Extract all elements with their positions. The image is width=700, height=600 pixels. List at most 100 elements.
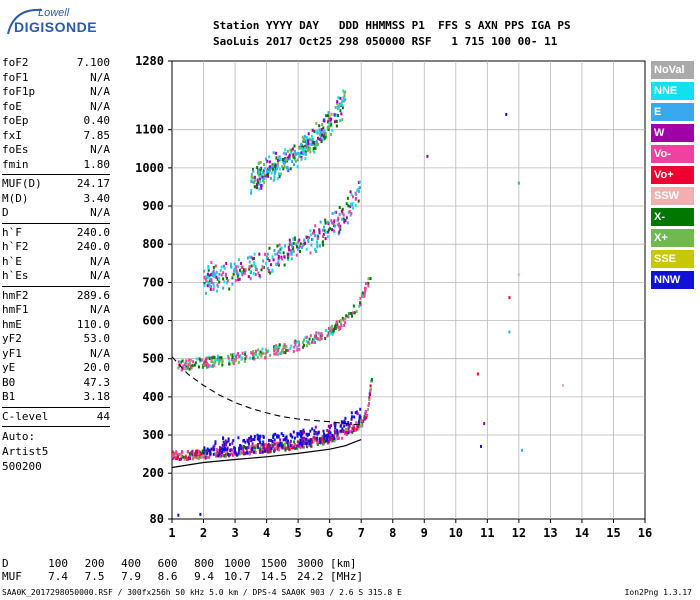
- trace-point: [279, 247, 282, 251]
- trace-point: [211, 271, 214, 275]
- trace-point: [212, 282, 215, 286]
- trace-point: [284, 244, 287, 248]
- trace-point: [355, 309, 358, 313]
- trace-point: [274, 151, 277, 155]
- trace-point: [309, 251, 312, 255]
- trace-point: [290, 242, 293, 246]
- trace-point: [278, 448, 281, 452]
- x-tick-label: 16: [638, 526, 652, 540]
- trace-point: [244, 451, 247, 455]
- trace-point: [310, 243, 313, 247]
- trace-point: [174, 455, 177, 459]
- trace-point: [258, 175, 261, 179]
- param-row: fxI 7.85: [2, 129, 110, 144]
- param-row: foEp 0.40: [2, 114, 110, 129]
- trace-point: [267, 166, 270, 170]
- trace-point: [334, 431, 337, 435]
- trace-point: [280, 441, 283, 445]
- trace-point: [300, 147, 303, 151]
- trace-point: [313, 429, 316, 433]
- param-row: h`F2 240.0: [2, 240, 110, 255]
- table-cell: 1500: [260, 557, 288, 570]
- trace-point: [226, 447, 229, 451]
- trace-point: [254, 185, 257, 189]
- trace-point: [181, 367, 184, 371]
- trace-point: [315, 336, 318, 340]
- trace-point: [331, 128, 334, 132]
- scatter-point: [521, 448, 524, 452]
- trace-point: [322, 429, 325, 433]
- trace-point: [345, 423, 348, 427]
- trace-point: [358, 416, 361, 420]
- trace-point: [331, 331, 334, 335]
- trace-point: [308, 432, 311, 436]
- trace-point: [240, 446, 243, 450]
- y-tick-label: 80: [150, 512, 164, 526]
- trace-point: [264, 252, 267, 256]
- param-row: hmF2 289.6: [2, 289, 110, 304]
- trace-point: [343, 94, 346, 98]
- param-row: foEs N/A: [2, 143, 110, 158]
- trace-point: [340, 429, 343, 433]
- param-row: foF2 7.100: [2, 56, 110, 71]
- trace-point: [185, 367, 188, 371]
- table-cell: 7.4: [48, 570, 68, 583]
- trace-point: [333, 422, 336, 426]
- param-value: N/A: [90, 269, 110, 282]
- trace-point: [219, 448, 222, 452]
- legend-item-e: E: [651, 103, 694, 121]
- scatter-point: [177, 513, 180, 517]
- trace-point: [235, 271, 238, 275]
- trace-point: [336, 433, 339, 437]
- trace-point: [335, 113, 338, 117]
- trace-point: [248, 260, 251, 264]
- trace-point: [285, 437, 288, 441]
- y-tick-label: 1100: [135, 123, 164, 137]
- trace-point: [203, 282, 206, 286]
- trace-point: [268, 268, 271, 272]
- trace-point: [264, 443, 267, 447]
- trace-point: [267, 447, 270, 451]
- trace-point: [212, 272, 215, 276]
- x-tick-label: 10: [449, 526, 463, 540]
- trace-point: [257, 348, 260, 352]
- trace-point: [280, 351, 283, 355]
- trace-point: [233, 269, 236, 273]
- trace-point: [304, 146, 307, 150]
- trace-point: [273, 162, 276, 166]
- trace-point: [280, 444, 283, 448]
- trace-point: [293, 156, 296, 160]
- trace-point: [286, 165, 289, 169]
- trace-point: [324, 218, 327, 222]
- trace-point: [229, 264, 232, 268]
- trace-point: [236, 453, 239, 457]
- trace-point: [339, 103, 342, 107]
- trace-point: [274, 446, 277, 450]
- trace-point: [298, 340, 301, 344]
- trace-point: [243, 359, 246, 363]
- trace-point: [288, 248, 291, 252]
- trace-point: [206, 284, 209, 288]
- trace-point: [243, 271, 246, 275]
- trace-point: [306, 235, 309, 239]
- trace-point: [231, 356, 234, 360]
- trace-point: [322, 441, 325, 445]
- trace-point: [231, 353, 234, 357]
- trace-point: [326, 429, 329, 433]
- trace-point: [341, 421, 344, 425]
- trace-point: [260, 186, 263, 190]
- trace-point: [334, 106, 337, 110]
- x-tick-label: 5: [295, 526, 302, 540]
- trace-point: [308, 138, 311, 142]
- trace-point: [272, 151, 275, 155]
- trace-point: [327, 431, 330, 435]
- trace-point: [220, 356, 223, 360]
- trace-point: [327, 125, 330, 129]
- trace-point: [252, 356, 255, 360]
- trace-point: [356, 410, 359, 414]
- trace-point: [214, 272, 217, 276]
- trace-point: [242, 444, 245, 448]
- trace-point: [274, 164, 277, 168]
- trace-point: [232, 353, 235, 357]
- trace-point: [212, 269, 215, 273]
